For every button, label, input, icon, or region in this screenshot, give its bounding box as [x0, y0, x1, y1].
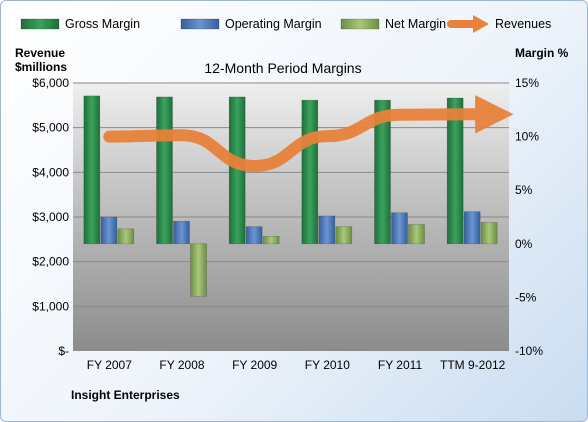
legend-swatch-gross-margin	[20, 18, 60, 30]
right-tick-label: 15%	[515, 76, 539, 90]
x-tick-label: FY 2010	[305, 358, 350, 372]
left-tick-label: $4,000	[32, 165, 69, 179]
bar-gross-margin	[83, 95, 101, 245]
bar-net-margin	[480, 222, 498, 245]
left-axis-ticks: $- $1,000 $2,000 $3,000 $4,000 $5,000 $6,000	[32, 76, 69, 358]
bar-operating-margin	[391, 212, 408, 245]
left-tick-label: $3,000	[32, 210, 69, 224]
right-tick-label: 0%	[515, 237, 533, 251]
chart-title: 12-Month Period Margins	[204, 60, 361, 76]
bar-net-margin	[190, 243, 207, 297]
bar-operating-margin	[463, 211, 481, 245]
legend-label-net-margin: Net Margin	[385, 17, 446, 31]
left-axis-label-line2: $millions	[15, 60, 67, 74]
revenues-line	[103, 95, 514, 173]
right-tick-label: -10%	[515, 344, 543, 358]
left-tick-label: $-	[58, 344, 69, 358]
bar-gross-margin	[301, 99, 319, 245]
legend: Gross Margin Operating Margin Net Margin Re…	[20, 15, 551, 33]
bars	[83, 95, 498, 297]
legend-swatch-operating-margin	[180, 18, 220, 30]
bar-gross-margin	[374, 99, 391, 245]
right-axis-ticks: -10% -5% 0% 5% 10% 15%	[515, 76, 543, 358]
left-tick-label: $1,000	[32, 299, 69, 313]
bar-operating-margin	[173, 220, 190, 245]
bar-gross-margin	[156, 96, 173, 245]
legend-label-revenues: Revenues	[495, 17, 551, 31]
right-tick-label: 5%	[515, 183, 533, 197]
right-axis-label: Margin %	[515, 46, 569, 60]
bar-net-margin	[335, 226, 353, 245]
x-tick-label: FY 2008	[159, 358, 204, 372]
x-tick-label: TTM 9-2012	[440, 358, 506, 372]
bar-net-margin	[117, 228, 135, 245]
right-tick-label: -5%	[515, 290, 537, 304]
left-tick-label: $2,000	[32, 255, 69, 269]
legend-swatch-net-margin	[340, 18, 380, 30]
legend-label-operating-margin: Operating Margin	[225, 17, 322, 31]
left-axis-label-line1: Revenue	[15, 46, 65, 60]
bar-net-margin	[262, 235, 280, 245]
bar-operating-margin	[245, 226, 263, 245]
x-tick-label: FY 2011	[378, 358, 423, 372]
x-axis-labels: FY 2007 FY 2008 FY 2009 FY 2010 FY 2011 TTM 9…	[87, 358, 506, 372]
company-name: Insight Enterprises	[71, 388, 180, 402]
x-tick-label: FY 2007	[87, 358, 132, 372]
legend-arrow-revenues	[473, 15, 489, 33]
right-tick-label: 10%	[515, 130, 539, 144]
gridlines	[73, 82, 509, 307]
left-tick-label: $5,000	[32, 121, 69, 135]
bar-gross-margin	[446, 97, 464, 245]
x-tick-label: FY 2009	[232, 358, 277, 372]
bar-net-margin	[408, 224, 425, 245]
bar-operating-margin	[318, 215, 336, 245]
legend-label-gross-margin: Gross Margin	[65, 17, 140, 31]
bar-operating-margin	[100, 216, 118, 245]
revenues-line-group	[103, 95, 514, 173]
left-tick-label: $6,000	[32, 76, 69, 90]
